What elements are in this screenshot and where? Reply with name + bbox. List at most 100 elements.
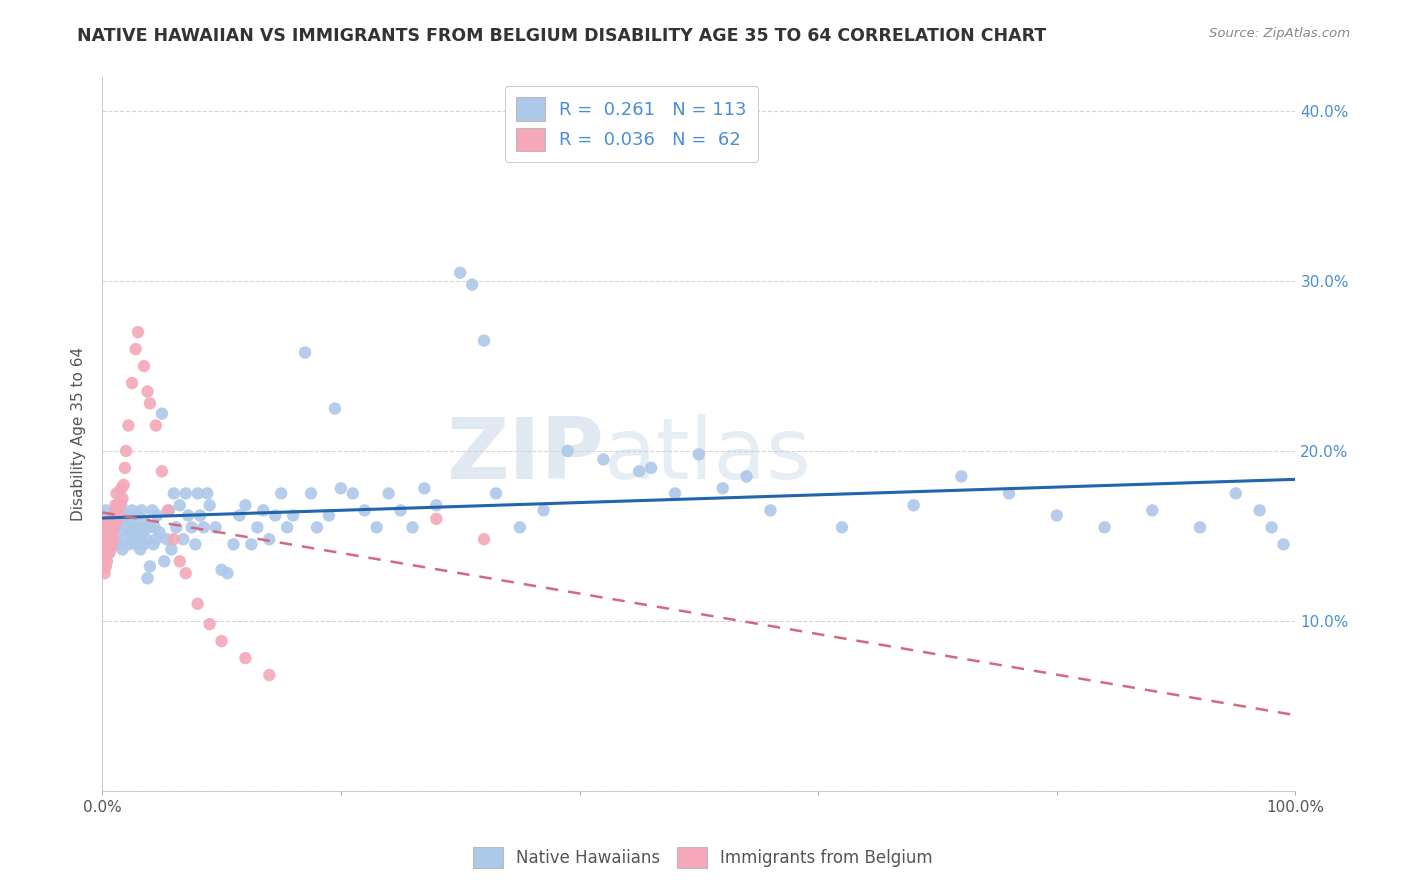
Point xyxy=(93,554,115,568)
Point xyxy=(1188,520,1211,534)
Point xyxy=(145,418,167,433)
Point xyxy=(93,546,115,560)
Point xyxy=(759,503,782,517)
Point xyxy=(557,444,579,458)
Point xyxy=(117,520,139,534)
Point xyxy=(108,498,131,512)
Point xyxy=(139,396,162,410)
Point xyxy=(366,520,388,534)
Point xyxy=(150,407,173,421)
Point xyxy=(101,520,124,534)
Point xyxy=(93,546,115,560)
Point xyxy=(294,345,316,359)
Point xyxy=(1046,508,1069,523)
Point xyxy=(950,469,973,483)
Point xyxy=(98,546,121,560)
Point xyxy=(664,486,686,500)
Point xyxy=(150,464,173,478)
Point xyxy=(124,520,146,534)
Legend: Native Hawaiians, Immigrants from Belgium: Native Hawaiians, Immigrants from Belgiu… xyxy=(467,840,939,875)
Point xyxy=(94,503,117,517)
Point xyxy=(204,520,226,534)
Point xyxy=(142,537,165,551)
Point xyxy=(195,486,218,500)
Point xyxy=(640,461,662,475)
Point xyxy=(143,520,166,534)
Point xyxy=(1272,537,1295,551)
Point xyxy=(132,359,155,373)
Point xyxy=(425,498,447,512)
Point xyxy=(305,520,328,534)
Point xyxy=(100,520,122,534)
Point xyxy=(235,498,257,512)
Point xyxy=(318,508,340,523)
Point xyxy=(246,520,269,534)
Point xyxy=(198,617,221,632)
Point xyxy=(128,520,150,534)
Point xyxy=(100,525,122,540)
Text: atlas: atlas xyxy=(603,414,811,497)
Point xyxy=(132,525,155,540)
Point xyxy=(117,537,139,551)
Point xyxy=(259,533,281,547)
Point xyxy=(127,533,149,547)
Point xyxy=(107,498,129,512)
Point xyxy=(97,520,120,534)
Point xyxy=(101,508,124,523)
Point xyxy=(134,516,156,530)
Point xyxy=(425,512,447,526)
Point xyxy=(688,447,710,461)
Point xyxy=(136,571,159,585)
Point xyxy=(108,508,131,523)
Point xyxy=(628,464,651,478)
Point xyxy=(112,512,135,526)
Point xyxy=(831,520,853,534)
Point xyxy=(472,334,495,348)
Point xyxy=(132,537,155,551)
Point xyxy=(100,533,122,547)
Point xyxy=(135,533,157,547)
Point xyxy=(98,520,121,534)
Point xyxy=(121,503,143,517)
Point xyxy=(377,486,399,500)
Text: NATIVE HAWAIIAN VS IMMIGRANTS FROM BELGIUM DISABILITY AGE 35 TO 64 CORRELATION C: NATIVE HAWAIIAN VS IMMIGRANTS FROM BELGI… xyxy=(77,27,1046,45)
Point xyxy=(131,503,153,517)
Point xyxy=(174,486,197,500)
Point xyxy=(533,503,555,517)
Point xyxy=(509,520,531,534)
Point xyxy=(115,444,138,458)
Point xyxy=(100,542,122,557)
Point xyxy=(177,508,200,523)
Point xyxy=(111,542,134,557)
Point xyxy=(353,503,375,517)
Point xyxy=(281,508,304,523)
Point xyxy=(184,537,207,551)
Point xyxy=(156,533,179,547)
Point xyxy=(97,516,120,530)
Point xyxy=(222,537,245,551)
Point xyxy=(118,516,141,530)
Point xyxy=(180,520,202,534)
Point xyxy=(270,486,292,500)
Point xyxy=(211,563,233,577)
Point xyxy=(103,520,125,534)
Point xyxy=(153,554,176,568)
Point xyxy=(97,546,120,560)
Point xyxy=(163,486,186,500)
Point xyxy=(187,486,209,500)
Point xyxy=(100,512,122,526)
Point xyxy=(449,266,471,280)
Point xyxy=(104,520,127,534)
Point xyxy=(259,668,281,682)
Point xyxy=(217,566,239,581)
Point xyxy=(100,537,122,551)
Point xyxy=(472,533,495,547)
Point xyxy=(139,559,162,574)
Point xyxy=(96,554,118,568)
Point xyxy=(172,533,194,547)
Point xyxy=(413,481,436,495)
Point xyxy=(114,461,136,475)
Point xyxy=(125,508,148,523)
Point xyxy=(115,508,138,523)
Point xyxy=(96,533,118,547)
